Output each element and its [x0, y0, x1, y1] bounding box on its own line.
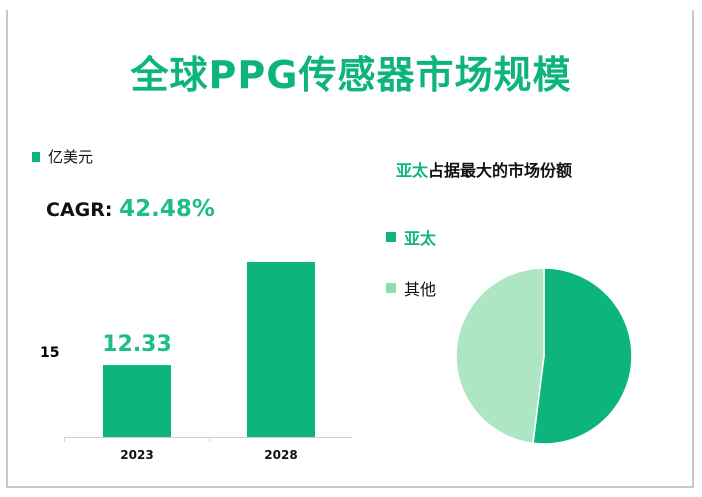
y-tick-label: 15: [40, 345, 60, 361]
bar-2028: [247, 262, 315, 437]
legend-swatch-icon: [32, 151, 40, 162]
pie-legend-label: 其他: [404, 280, 437, 299]
pie-title-highlight: 亚太: [396, 161, 429, 180]
bar-legend: 亿美元: [32, 146, 93, 167]
pie-title-rest: 占据最大的市场份额: [428, 161, 573, 180]
cagr-label: CAGR:: [46, 199, 113, 221]
chart-frame: [6, 10, 694, 488]
legend-swatch-icon: [386, 283, 396, 293]
pie-title: 亚太占据最大的市场份额: [396, 157, 572, 181]
pie-slice-1: [455, 267, 545, 445]
bar-legend-label: 亿美元: [48, 148, 94, 166]
bar-2023: [103, 365, 171, 437]
pie-legend-item-other: 其他: [386, 276, 436, 300]
page-title: 全球PPG传感器市场规模: [130, 53, 572, 97]
x-tick-label: 2023: [120, 448, 153, 462]
pie-slice-0: [532, 267, 633, 445]
bar-data-label: 12.33: [102, 332, 172, 357]
pie-legend-item-asia: 亚太: [386, 225, 436, 249]
cagr: CAGR: 42.48%: [46, 196, 215, 222]
x-tick-label: 2028: [264, 448, 297, 462]
cagr-value: 42.48%: [119, 196, 215, 222]
pie-legend-label: 亚太: [404, 229, 437, 248]
legend-swatch-icon: [386, 232, 396, 242]
